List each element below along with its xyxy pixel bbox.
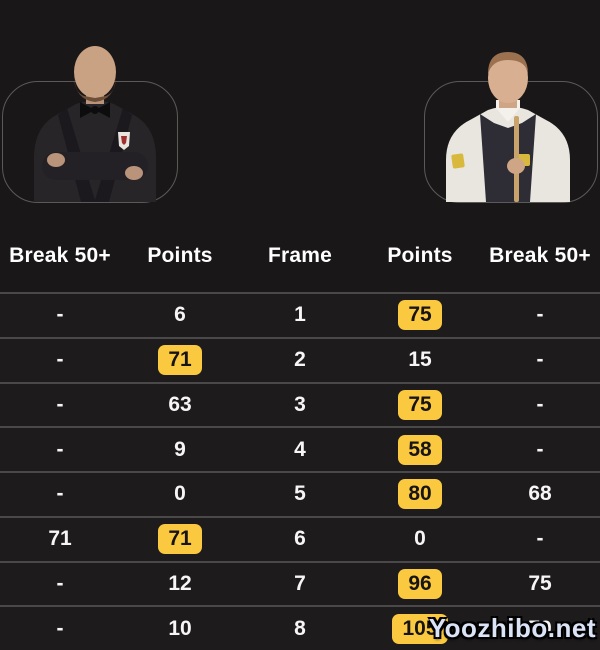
frame-row: - 71 2 15 - [0, 336, 600, 382]
winning-points-badge: 75 [398, 389, 442, 420]
right-points-cell: 75 [360, 389, 480, 420]
frame-row: - 6 1 75 - [0, 292, 600, 337]
right-points-cell: 80 [360, 479, 480, 510]
right-points-cell: 96 [360, 568, 480, 599]
frame-row: 71 71 6 0 - [0, 515, 600, 561]
winning-points-badge: 58 [398, 434, 442, 465]
right-break-cell: - [536, 392, 544, 416]
left-break-cell: 71 [48, 527, 72, 551]
frame-row: - 10 8 105 79 [0, 605, 600, 650]
header-right-points: Points [387, 244, 453, 267]
right-break-cell: - [536, 437, 544, 461]
left-break-cell: - [56, 437, 64, 461]
right-points-cell: 58 [360, 434, 480, 465]
winning-points-badge: 71 [158, 524, 202, 555]
frame-number-cell: 1 [294, 303, 306, 327]
frame-number-cell: 3 [294, 392, 306, 416]
left-points-cell: 12 [168, 571, 192, 595]
frame-number-cell: 6 [294, 527, 306, 551]
left-points-cell: 6 [174, 303, 186, 327]
left-break-cell: - [56, 303, 64, 327]
right-break-cell: 68 [528, 482, 552, 506]
winning-points-badge: 71 [158, 345, 202, 376]
left-points-cell: 63 [168, 392, 192, 416]
frame-number-cell: 2 [294, 348, 306, 372]
right-break-cell: 75 [528, 571, 552, 595]
frame-scores-table: Break 50+ Points Frame Points Break 50+ … [0, 230, 600, 650]
frame-number-cell: 7 [294, 571, 306, 595]
right-break-cell: - [536, 303, 544, 327]
frame-row: - 9 4 58 - [0, 426, 600, 471]
left-break-cell: - [56, 348, 64, 372]
left-points-cell: 10 [168, 616, 192, 640]
table-header-row: Break 50+ Points Frame Points Break 50+ [0, 230, 600, 292]
left-points-cell: 71 [120, 345, 240, 376]
frame-number-cell: 5 [294, 482, 306, 506]
header-left-break: Break 50+ [9, 244, 111, 267]
right-points-cell: 75 [360, 300, 480, 331]
right-break-cell: - [536, 348, 544, 372]
frame-number-cell: 8 [294, 616, 306, 640]
winning-points-badge: 80 [398, 479, 442, 510]
left-break-cell: - [56, 571, 64, 595]
winning-points-badge: 96 [398, 568, 442, 599]
frame-row: - 12 7 96 75 [0, 560, 600, 606]
left-break-cell: - [56, 482, 64, 506]
right-points-cell: 15 [408, 348, 432, 372]
right-points-cell: 105 [360, 613, 480, 644]
frame-row: - 63 3 75 - [0, 381, 600, 427]
header-right-break: Break 50+ [489, 244, 591, 267]
left-points-cell: 9 [174, 437, 186, 461]
frame-number-cell: 4 [294, 437, 306, 461]
left-points-cell: 71 [120, 524, 240, 555]
right-player-photo-icon [446, 52, 570, 202]
right-break-cell: 79 [528, 616, 552, 640]
frame-row: - 0 5 80 68 [0, 471, 600, 516]
left-points-cell: 0 [174, 482, 186, 506]
right-break-cell: - [536, 527, 544, 551]
header-frame: Frame [267, 244, 333, 267]
winning-points-badge: 105 [392, 613, 448, 644]
left-player-photo-icon [34, 46, 156, 202]
watermark: Yoozhibo.net [428, 613, 596, 643]
players-section [0, 0, 600, 230]
winning-points-badge: 75 [398, 300, 442, 331]
header-left-points: Points [147, 244, 213, 267]
table-rows: -6 1 75- -71 2 15- -63 3 75- -9 4 58- -0 5 80 68 71 71 6 0-… [0, 292, 600, 650]
left-break-cell: - [56, 392, 64, 416]
left-break-cell: - [56, 616, 64, 640]
right-points-cell: 0 [414, 527, 426, 551]
